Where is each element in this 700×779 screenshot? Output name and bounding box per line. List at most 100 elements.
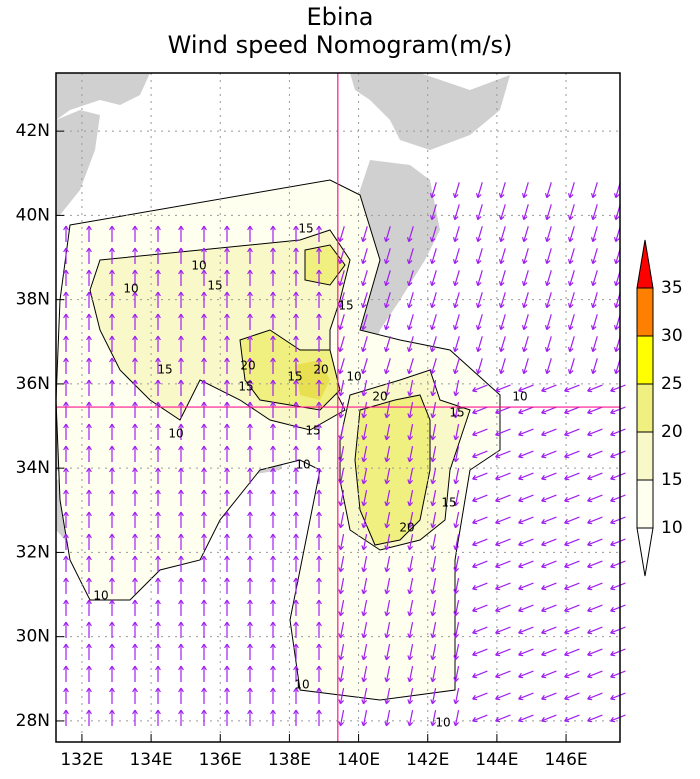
contour-label: 10 bbox=[346, 370, 361, 384]
wind-arrow bbox=[361, 534, 368, 551]
wind-arrow bbox=[475, 292, 483, 309]
wind-arrow bbox=[587, 384, 603, 393]
colorbar-segment bbox=[636, 335, 654, 385]
wind-arrow bbox=[498, 248, 506, 265]
wind-arrow bbox=[453, 468, 460, 485]
wind-arrow bbox=[383, 248, 391, 265]
wind-arrow bbox=[178, 225, 184, 242]
wind-arrow bbox=[316, 533, 322, 550]
wind-arrow bbox=[63, 665, 69, 682]
wind-arrow bbox=[338, 424, 345, 441]
wind-arrow bbox=[109, 269, 115, 286]
wind-arrow bbox=[587, 648, 603, 657]
wind-arrow bbox=[475, 204, 483, 221]
wind-arrow bbox=[610, 406, 626, 415]
wind-arrow bbox=[610, 648, 626, 657]
wind-arrow bbox=[132, 665, 138, 682]
colorbar-label: 10 bbox=[661, 518, 683, 538]
wind-arrow bbox=[109, 379, 115, 396]
wind-arrow bbox=[86, 533, 92, 550]
wind-arrow bbox=[430, 644, 437, 661]
wind-arrow bbox=[429, 314, 437, 331]
wind-arrow bbox=[132, 577, 138, 594]
contour-label: 10 bbox=[295, 458, 310, 472]
wind-arrow bbox=[587, 670, 603, 679]
wind-arrow bbox=[155, 687, 161, 704]
wind-arrow bbox=[361, 688, 368, 705]
wind-arrow bbox=[383, 270, 391, 287]
wind-arrow bbox=[495, 560, 511, 569]
wind-arrow bbox=[293, 489, 299, 506]
wind-arrow bbox=[178, 335, 184, 352]
wind-arrow bbox=[495, 538, 511, 547]
wind-arrow bbox=[178, 357, 184, 374]
wind-arrow bbox=[86, 335, 92, 352]
wind-arrow bbox=[587, 516, 603, 525]
contour-label: 15 bbox=[207, 279, 222, 293]
wind-arrow bbox=[155, 643, 161, 660]
wind-arrow bbox=[338, 710, 345, 727]
colorbar-label: 25 bbox=[661, 374, 683, 394]
wind-arrow bbox=[337, 248, 345, 265]
wind-arrow bbox=[384, 534, 391, 551]
wind-arrow bbox=[132, 313, 138, 330]
wind-arrow bbox=[587, 428, 603, 437]
wind-arrow bbox=[316, 313, 322, 330]
wind-arrow bbox=[453, 644, 460, 661]
wind-arrow bbox=[224, 511, 230, 528]
wind-arrow bbox=[495, 450, 511, 459]
wind-arrow bbox=[541, 582, 557, 591]
wind-arrow bbox=[178, 291, 184, 308]
wind-arrow bbox=[472, 560, 488, 569]
wind-arrow bbox=[541, 604, 557, 613]
wind-arrow bbox=[132, 269, 138, 286]
wind-arrow bbox=[293, 533, 299, 550]
wind-arrow bbox=[247, 621, 253, 638]
wind-arrow bbox=[178, 489, 184, 506]
wind-arrow bbox=[247, 357, 253, 374]
wind-arrow bbox=[518, 604, 534, 613]
wind-arrow bbox=[495, 670, 511, 679]
wind-arrow bbox=[518, 560, 534, 569]
wind-arrow bbox=[132, 511, 138, 528]
wind-arrow bbox=[316, 665, 322, 682]
wind-arrow bbox=[316, 423, 322, 440]
wind-arrow bbox=[109, 643, 115, 660]
contour-label: 10 bbox=[191, 259, 206, 273]
x-tick-label: 140E bbox=[337, 750, 380, 770]
wind-arrow bbox=[224, 445, 230, 462]
wind-arrow bbox=[155, 335, 161, 352]
wind-arrow bbox=[224, 269, 230, 286]
wind-arrow bbox=[201, 423, 207, 440]
wind-arrow bbox=[247, 489, 253, 506]
wind-arrow bbox=[521, 248, 529, 265]
wind-arrow bbox=[201, 401, 207, 418]
wind-arrow bbox=[430, 710, 437, 727]
wind-arrow bbox=[86, 599, 92, 616]
y-tick-label: 42N bbox=[16, 121, 50, 141]
wind-arrow bbox=[316, 445, 322, 462]
wind-arrow bbox=[337, 358, 345, 375]
wind-speed-shading bbox=[55, 179, 501, 701]
wind-arrow bbox=[270, 357, 276, 374]
wind-arrow bbox=[63, 511, 69, 528]
wind-arrow bbox=[429, 226, 437, 243]
wind-arrow bbox=[201, 643, 207, 660]
wind-arrow bbox=[518, 494, 534, 503]
wind-arrow bbox=[541, 428, 557, 437]
colorbar-extend-high bbox=[636, 239, 654, 289]
wind-arrow bbox=[518, 538, 534, 547]
wind-arrow bbox=[472, 428, 488, 437]
wind-arrow bbox=[338, 468, 345, 485]
wind-arrow bbox=[338, 688, 345, 705]
wind-arrow bbox=[155, 709, 161, 726]
wind-arrow bbox=[109, 401, 115, 418]
wind-arrow bbox=[541, 670, 557, 679]
wind-arrow bbox=[567, 270, 575, 287]
wind-arrow bbox=[383, 336, 391, 353]
wind-arrow bbox=[201, 665, 207, 682]
wind-arrow bbox=[293, 247, 299, 264]
wind-arrow bbox=[360, 358, 368, 375]
wind-arrow bbox=[452, 314, 460, 331]
wind-arrow bbox=[587, 560, 603, 569]
